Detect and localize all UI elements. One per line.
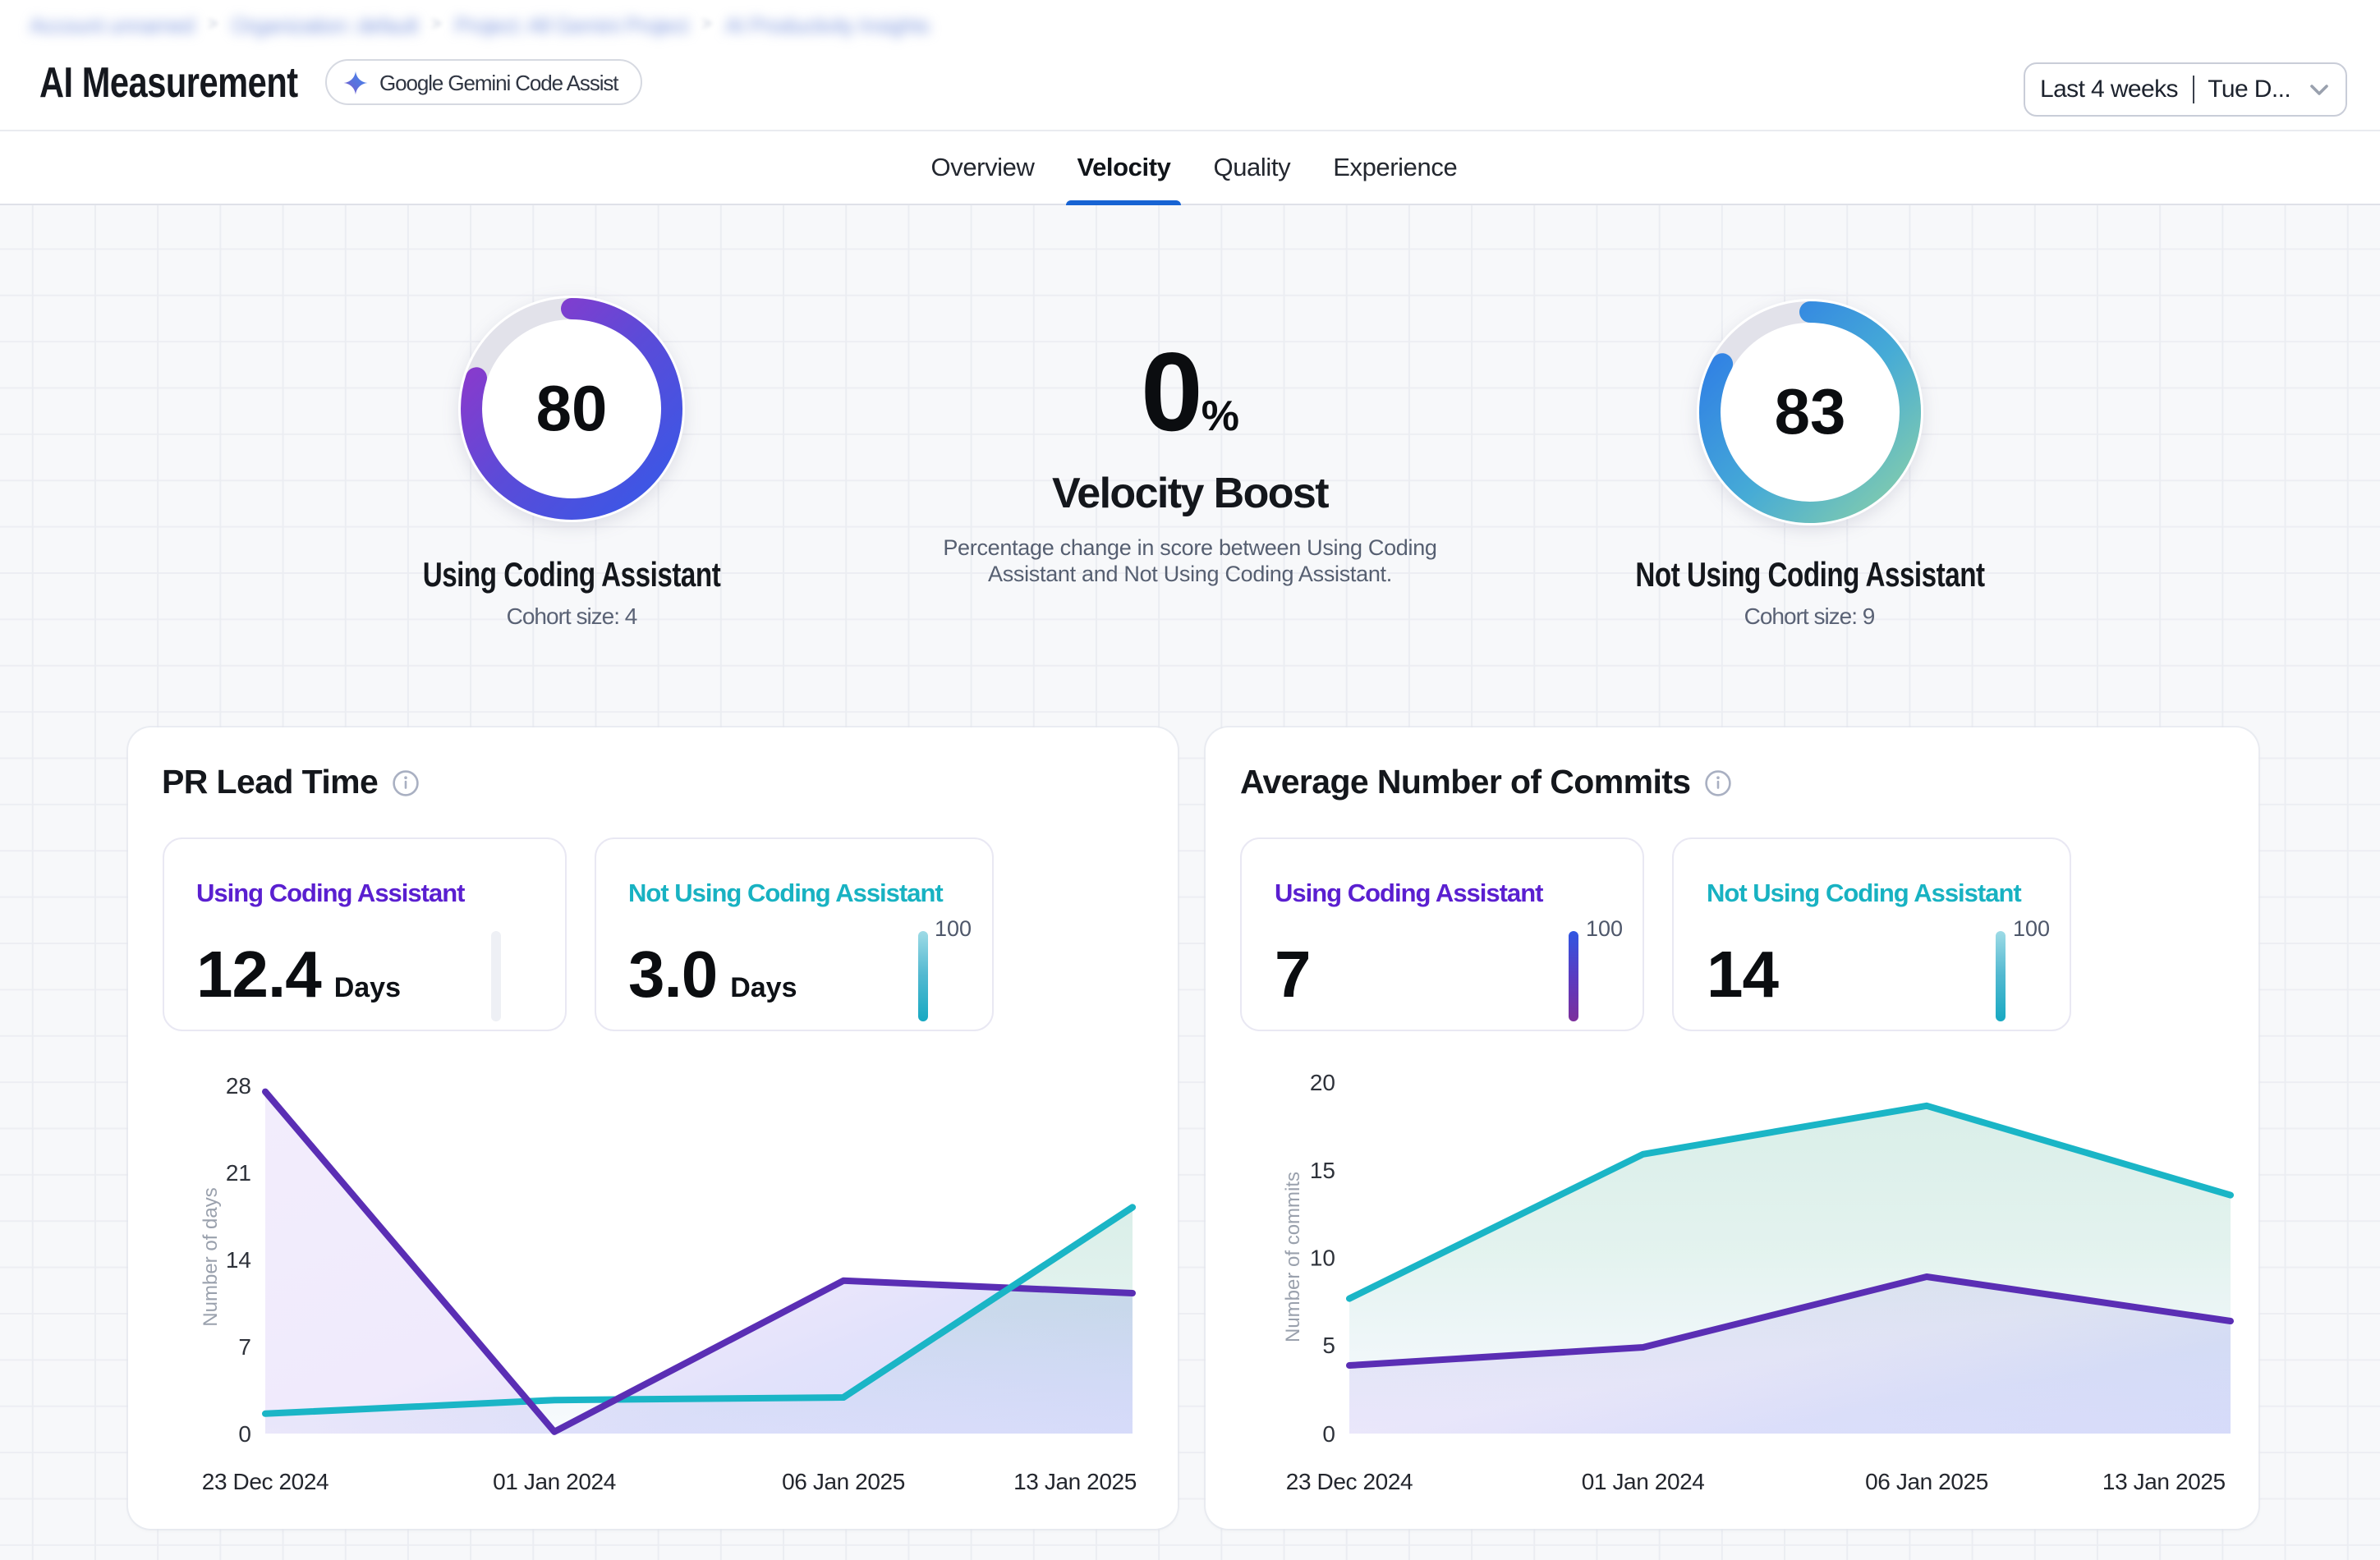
svg-text:10: 10 <box>1310 1245 1335 1270</box>
svg-text:5: 5 <box>1322 1332 1335 1357</box>
svg-text:23 Dec 2024: 23 Dec 2024 <box>1286 1468 1413 1493</box>
svg-text:7: 7 <box>237 1333 250 1359</box>
svg-text:06 Jan 2025: 06 Jan 2025 <box>1865 1468 1988 1493</box>
svg-text:Number of commits: Number of commits <box>1282 1171 1304 1342</box>
svg-text:23 Dec 2024: 23 Dec 2024 <box>201 1468 328 1493</box>
svg-text:20: 20 <box>1310 1069 1335 1094</box>
svg-text:Number of days: Number of days <box>199 1186 221 1325</box>
svg-text:0: 0 <box>237 1420 250 1446</box>
svg-text:0: 0 <box>1322 1420 1335 1446</box>
svg-text:13 Jan 2025: 13 Jan 2025 <box>2102 1468 2226 1493</box>
svg-text:80: 80 <box>536 371 608 443</box>
svg-text:13 Jan 2025: 13 Jan 2025 <box>1013 1468 1136 1493</box>
svg-text:01 Jan 2024: 01 Jan 2024 <box>1582 1468 1705 1493</box>
svg-text:15: 15 <box>1310 1157 1335 1182</box>
svg-text:21: 21 <box>225 1159 250 1185</box>
svg-text:28: 28 <box>225 1072 250 1098</box>
svg-text:83: 83 <box>1774 375 1845 447</box>
svg-text:14: 14 <box>225 1246 250 1272</box>
svg-text:01 Jan 2024: 01 Jan 2024 <box>492 1468 615 1493</box>
svg-text:06 Jan 2025: 06 Jan 2025 <box>781 1468 904 1493</box>
